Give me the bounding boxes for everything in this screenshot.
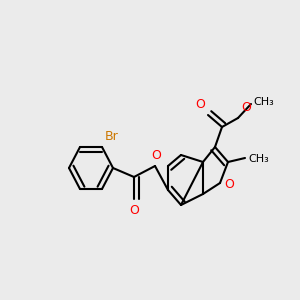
Text: CH₃: CH₃ [248,154,269,164]
Text: O: O [151,149,161,162]
Text: O: O [129,204,139,217]
Text: O: O [224,178,234,191]
Text: CH₃: CH₃ [253,97,274,107]
Text: O: O [241,101,251,114]
Text: Br: Br [105,130,119,143]
Text: O: O [195,98,205,111]
